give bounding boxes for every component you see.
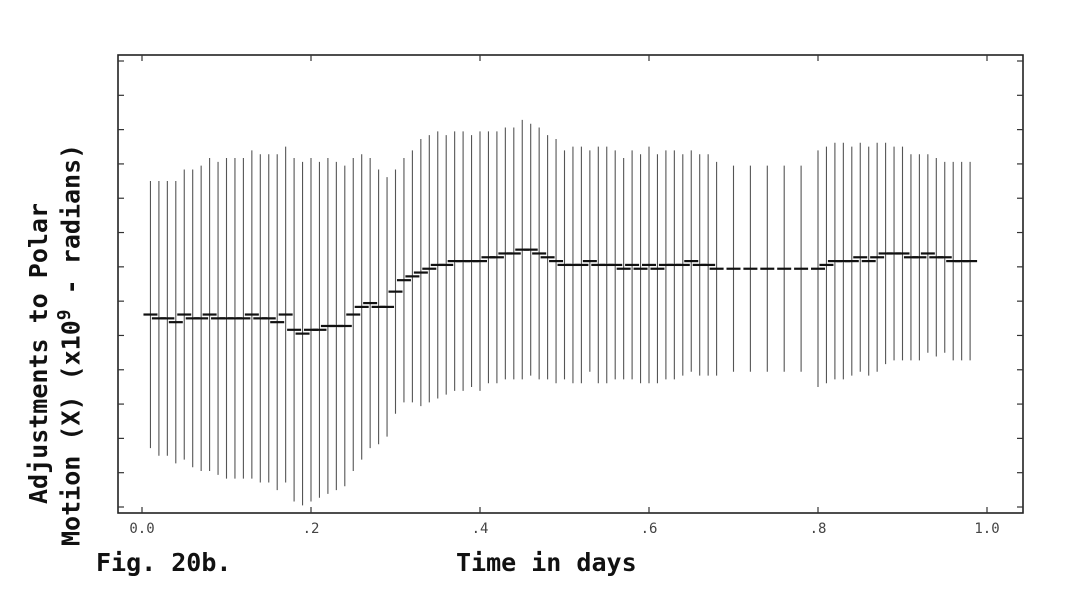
y-axis-ticks: [118, 60, 1023, 508]
y-axis-label: Adjustments to Polar Motion (X) (x109 - …: [18, 10, 85, 546]
y-axis-label-exponent: 9: [54, 309, 75, 321]
x-tick-label: .6: [641, 521, 658, 537]
y-axis-label-line1: Adjustments to Polar: [24, 202, 53, 504]
plot-frame: [117, 54, 1024, 514]
data-points: [143, 248, 978, 335]
y-axis-label-line2: Motion (X) (x109 - radians): [54, 144, 85, 546]
x-axis-label: Time in days: [456, 548, 637, 577]
x-tick-label: .2: [303, 521, 320, 537]
x-tick-labels: 0.0 .2 .4 .6 .8 1.0: [129, 521, 999, 537]
y-axis-label-suffix: - radians): [56, 143, 86, 295]
x-tick-label: .8: [810, 521, 827, 537]
figure-caption: Fig. 20b.: [96, 548, 232, 577]
y-axis-label-base: Motion (X) (x10: [56, 320, 86, 546]
x-tick-label: 0.0: [129, 521, 154, 537]
x-tick-label: .4: [472, 521, 489, 537]
error-bars: [149, 119, 971, 506]
x-axis-ticks: [141, 55, 988, 513]
x-tick-label: 1.0: [974, 521, 999, 537]
